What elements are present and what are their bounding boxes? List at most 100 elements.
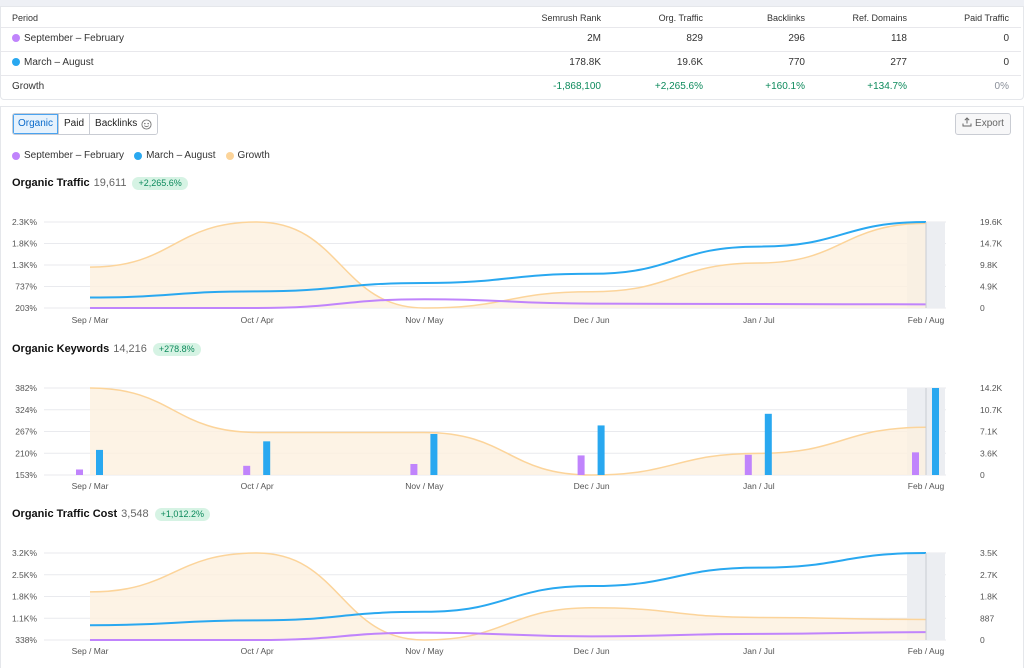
left-tick-label: 338% <box>15 635 37 645</box>
x-tick-label: Oct / Apr <box>241 315 274 325</box>
tab-paid[interactable]: Paid <box>58 114 90 134</box>
left-tick-label: 1.8K% <box>12 592 37 602</box>
table-divider <box>1 75 1021 76</box>
top-strip <box>0 0 1024 6</box>
x-tick-label: Oct / Apr <box>241 481 274 491</box>
legend-item[interactable]: Growth <box>225 150 270 161</box>
orange-dot-icon <box>225 151 234 160</box>
left-tick-label: 210% <box>15 448 37 458</box>
cell-org-traffic: 19.6K <box>676 57 703 68</box>
cell-semrush-rank-growth: -1,868,100 <box>553 81 601 92</box>
x-tick-label: Jan / Jul <box>743 481 775 491</box>
left-tick-label: 153% <box>15 470 37 480</box>
bar-sep-feb <box>243 465 251 475</box>
x-tick-label: Feb / Aug <box>908 315 945 325</box>
right-tick-label: 7.1K <box>980 427 998 437</box>
cell-org-traffic-growth: +2,265.6% <box>654 81 703 92</box>
mar-aug-line <box>89 552 927 627</box>
cell-semrush-rank: 178.8K <box>569 57 601 68</box>
purple-dot-icon <box>12 34 20 42</box>
cell-paid-traffic-growth: 0% <box>994 81 1009 92</box>
cell-paid-traffic: 0 <box>1003 33 1009 44</box>
export-button[interactable]: Export <box>955 113 1011 135</box>
left-tick-label: 3.2K% <box>12 548 37 558</box>
tab-backlinks[interactable]: Backlinks <box>89 114 158 134</box>
right-tick-label: 4.9K <box>980 282 998 292</box>
bar-sep-feb <box>410 463 418 475</box>
right-tick-label: 0 <box>980 303 985 313</box>
organic-traffic-chart: 2.3K% 19.6K 1.8K% 14.7K 1.3K% 9.8K 737% 4.9K 203… <box>12 217 1003 325</box>
cell-paid-traffic: 0 <box>1003 57 1009 68</box>
chart-title: Organic Traffic 19,611 +2,265.6% <box>12 177 188 190</box>
left-tick-label: 203% <box>15 303 37 313</box>
table-divider <box>1 51 1021 52</box>
growth-area <box>90 388 926 475</box>
mar-aug-line <box>89 221 927 299</box>
cell-backlinks-growth: +160.1% <box>765 81 805 92</box>
legend-item[interactable]: September – February <box>12 150 124 161</box>
x-tick-label: Nov / May <box>405 646 444 656</box>
header-org-traffic: Org. Traffic <box>658 13 703 23</box>
chart-tabs: Organic Paid Backlinks <box>12 113 159 135</box>
bar-sep-feb <box>744 454 752 475</box>
right-tick-label: 1.8K <box>980 592 998 602</box>
bar-sep-feb <box>577 455 585 475</box>
x-tick-label: Sep / Mar <box>72 481 109 491</box>
right-tick-label: 887 <box>980 613 994 623</box>
x-tick-label: Dec / Jun <box>574 481 610 491</box>
bar-mar-aug <box>263 441 271 475</box>
cell-ref-domains: 118 <box>891 33 907 44</box>
right-tick-label: 14.7K <box>980 239 1003 249</box>
chart-total-value: 19,611 <box>93 177 127 189</box>
cell-ref-domains: 277 <box>890 57 907 68</box>
header-paid-traffic: Paid Traffic <box>964 13 1009 23</box>
header-backlinks: Backlinks <box>766 13 805 23</box>
growth-badge: +278.8% <box>152 343 201 356</box>
export-label: Export <box>975 118 1004 129</box>
growth-area <box>90 222 926 308</box>
upload-icon <box>962 117 972 127</box>
right-tick-label: 2.7K <box>980 570 998 580</box>
left-tick-label: 267% <box>15 427 37 437</box>
x-tick-label: Nov / May <box>405 481 444 491</box>
bar-mar-aug <box>764 413 772 475</box>
right-tick-label: 10.7K <box>980 405 1003 415</box>
right-tick-label: 0 <box>980 635 985 645</box>
cell-semrush-rank: 2M <box>587 33 601 44</box>
legend-item[interactable]: March – August <box>134 150 216 161</box>
chart-total-value: 14,216 <box>113 343 147 355</box>
x-tick-label: Dec / Jun <box>574 646 610 656</box>
x-tick-label: Jan / Jul <box>743 315 775 325</box>
header-semrush-rank: Semrush Rank <box>541 13 601 23</box>
cell-ref-domains-growth: +134.7% <box>867 81 907 92</box>
organic-traffic-cost-chart: 3.2K% 3.5K 2.5K% 2.7K 1.8K% 1.8K 1.1K% 887 338% 0… <box>12 548 998 656</box>
x-tick-label: Dec / Jun <box>574 315 610 325</box>
organic-keywords-chart: 382% 14.2K 324% 10.7K 267% 7.1K 210% 3.6K 153% 0 S… <box>15 383 1003 491</box>
x-tick-label: Feb / Aug <box>908 481 945 491</box>
right-tick-label: 3.6K <box>980 448 998 458</box>
bar-mar-aug <box>932 388 939 475</box>
cell-backlinks: 296 <box>788 33 805 44</box>
bar-mar-aug <box>430 433 438 475</box>
row-period-label: March – August <box>12 57 93 68</box>
row-growth-label: Growth <box>12 81 45 92</box>
growth-line <box>89 387 927 476</box>
chart-title: Organic Keywords 14,216 +278.8% <box>12 343 201 356</box>
sep-feb-line <box>90 298 927 309</box>
tab-organic[interactable]: Organic <box>13 114 59 134</box>
chart-legend: September – February March – August Grow… <box>12 150 270 161</box>
growth-area <box>90 553 926 640</box>
right-tick-label: 19.6K <box>980 217 1003 227</box>
chart-title: Organic Traffic Cost 3,548 +1,012.2% <box>12 508 210 521</box>
left-tick-label: 737% <box>15 282 37 292</box>
bar-mar-aug <box>96 449 103 475</box>
cell-org-traffic: 829 <box>686 33 703 44</box>
right-tick-label: 14.2K <box>980 383 1003 393</box>
growth-line <box>89 552 927 641</box>
bar-mar-aug <box>597 425 605 475</box>
right-tick-label: 9.8K <box>980 260 998 270</box>
header-ref-domains: Ref. Domains <box>852 13 907 23</box>
x-tick-label: Jan / Jul <box>743 646 775 656</box>
sep-feb-line <box>89 631 927 641</box>
row-period-label: September – February <box>12 33 124 44</box>
